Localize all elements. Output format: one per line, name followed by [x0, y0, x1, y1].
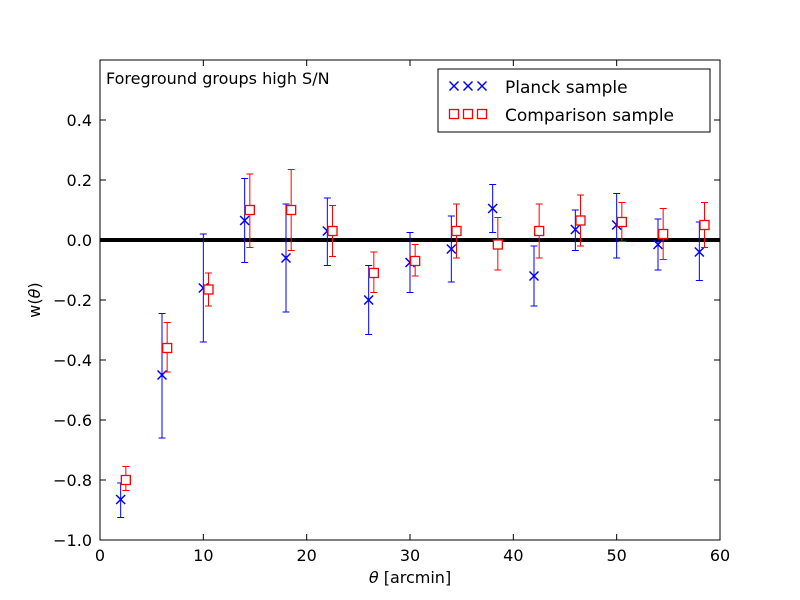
- data-point: [451, 225, 462, 237]
- data-point: [694, 246, 705, 258]
- data-layer: [115, 169, 710, 518]
- legend-marker: [448, 80, 460, 92]
- y-tick-label: −0.4: [53, 351, 92, 370]
- data-point: [699, 219, 710, 231]
- data-point-stroke: [694, 246, 705, 258]
- x-axis-label-symbol: θ: [369, 568, 379, 587]
- data-point: [652, 239, 664, 250]
- x-tick-label: 0: [95, 546, 105, 565]
- y-tick-label: −0.8: [53, 471, 92, 490]
- y-tick-label: −0.6: [53, 411, 92, 430]
- y-axis-label-suffix: ): [25, 282, 44, 288]
- legend-marker: [476, 108, 488, 120]
- legend-label-comparison: Comparison sample: [505, 106, 674, 126]
- legend-marker-stroke: [462, 80, 474, 92]
- plot-frame: [99, 59, 721, 541]
- x-axis-label: θ [arcmin]: [369, 568, 451, 587]
- data-point: [363, 294, 374, 306]
- data-point-stroke: [239, 215, 250, 226]
- data-point: [410, 255, 421, 267]
- y-tick-label: −0.2: [53, 291, 92, 310]
- x-tick-label: 40: [503, 546, 523, 565]
- data-point: [239, 215, 250, 226]
- legend-markers: [448, 80, 488, 120]
- data-point: [203, 284, 214, 295]
- data-point: [658, 228, 669, 240]
- y-tick-label: 0.2: [67, 171, 92, 190]
- data-point-stroke: [280, 252, 292, 264]
- data-point: [368, 267, 379, 279]
- legend-label-planck: Planck sample: [505, 78, 628, 98]
- x-tick-label: 20: [296, 546, 316, 565]
- series-comparison: [120, 169, 710, 491]
- data-point: [120, 474, 131, 486]
- data-point: [534, 225, 545, 237]
- legend: Planck sample Comparison sample: [437, 68, 711, 133]
- data-point: [570, 224, 581, 235]
- legend-box: [437, 68, 711, 133]
- y-tick-label: −1.0: [53, 531, 92, 550]
- data-point: [487, 203, 498, 214]
- data-point-stroke: [487, 203, 498, 214]
- y-tick-label: 0.0: [67, 231, 92, 250]
- data-point: [327, 225, 338, 237]
- data-point: [528, 270, 540, 282]
- data-point-stroke: [115, 494, 126, 505]
- legend-marker: [462, 80, 474, 92]
- data-point: [244, 204, 255, 216]
- x-tick-label: 50: [606, 546, 626, 565]
- legend-marker-stroke: [448, 80, 460, 92]
- legend-marker: [448, 108, 460, 120]
- data-point: [446, 243, 457, 255]
- legend-marker: [462, 108, 474, 120]
- annotation-text: Foreground groups high S/N: [106, 69, 330, 88]
- x-tick-label: 60: [710, 546, 730, 565]
- data-point: [575, 215, 586, 226]
- data-point-stroke: [570, 224, 581, 235]
- data-point: [492, 239, 503, 250]
- y-axis-label: w(θ): [25, 282, 44, 317]
- data-point-stroke: [528, 270, 540, 282]
- ticks-layer: 0 10 20 30 40 50 60 −1.0 −0.8 −0.6 −0.4 −0.2 0.0 0.2 0…: [53, 60, 730, 565]
- data-point: [280, 252, 292, 264]
- data-point: [286, 204, 297, 216]
- data-point: [115, 494, 126, 505]
- y-tick-label: 0.4: [67, 111, 92, 130]
- y-axis-label-symbol: θ: [25, 288, 44, 298]
- y-axis-label-prefix: w(: [25, 298, 44, 317]
- data-point-stroke: [446, 243, 457, 255]
- legend-marker-stroke: [476, 80, 488, 92]
- legend-marker: [476, 80, 488, 92]
- data-point: [616, 216, 627, 228]
- x-tick-label: 10: [193, 546, 213, 565]
- x-axis-label-rest: [arcmin]: [379, 568, 452, 587]
- data-point-stroke: [363, 294, 374, 306]
- data-point-stroke: [652, 239, 664, 250]
- x-tick-label: 30: [400, 546, 420, 565]
- data-point: [162, 342, 173, 354]
